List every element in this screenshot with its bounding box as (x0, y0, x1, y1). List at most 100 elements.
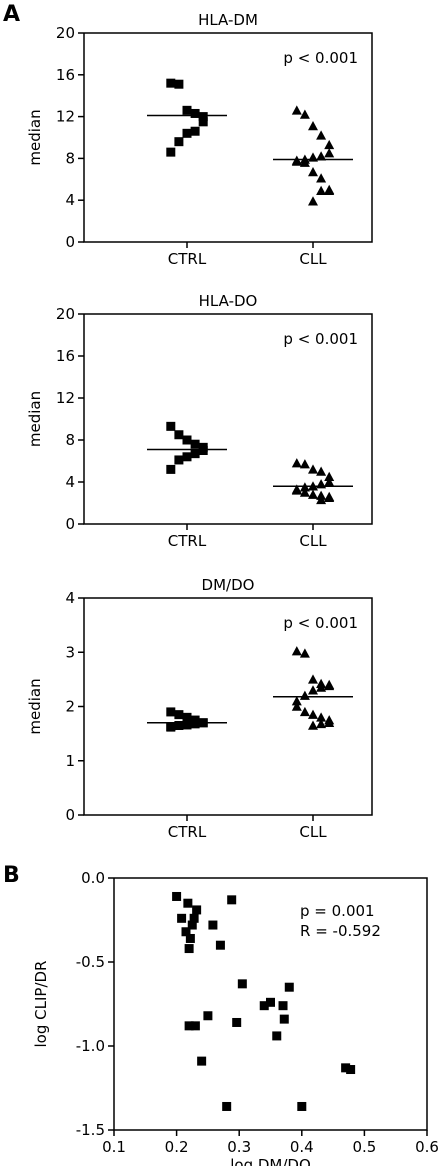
triangle-point (299, 157, 310, 167)
triangle-point (299, 648, 310, 658)
x-tick-label: 0.4 (290, 1138, 314, 1156)
triangle-point (299, 706, 310, 717)
square-point (174, 710, 184, 720)
x-tick-label: CTRL (168, 823, 207, 841)
y-tick-label: 3 (65, 643, 75, 661)
triangle-point (308, 720, 318, 730)
triangle-point (299, 109, 310, 119)
plot-frame (83, 597, 373, 816)
y-tick-label: 0 (65, 515, 75, 533)
y-tick-label: 2 (65, 698, 75, 716)
x-tick-label: CLL (299, 532, 327, 550)
triangle-point (308, 685, 318, 695)
scatter-point (172, 891, 182, 901)
y-tick-label: 4 (65, 191, 75, 209)
triangle-point (291, 156, 302, 166)
p-value-annotation: p = 0.001 (300, 902, 375, 920)
square-point (166, 421, 176, 431)
triangle-point (291, 701, 302, 711)
scatter-point (227, 895, 237, 905)
square-point (166, 147, 176, 157)
scatter-point (184, 944, 194, 954)
y-tick-label: 0 (65, 233, 75, 251)
x-tick-label: CTRL (168, 250, 207, 268)
triangle-point (324, 492, 335, 502)
x-tick-label: 0.2 (165, 1138, 189, 1156)
x-tick-label: 0.5 (352, 1138, 376, 1156)
triangle-point (299, 459, 310, 469)
chart-title: DM/DO (202, 576, 255, 594)
square-point (190, 108, 200, 118)
square-point (166, 464, 176, 474)
square-point (174, 137, 184, 147)
scatter-point (177, 913, 187, 923)
y-tick-label: -1.0 (76, 1037, 105, 1055)
scatter-point (203, 1011, 213, 1021)
triangle-point (299, 690, 310, 700)
scatter-point (278, 1001, 288, 1011)
scatter-point (189, 913, 199, 923)
y-axis-label: median (26, 678, 44, 734)
y-tick-label: 8 (65, 149, 75, 167)
triangle-point (324, 471, 335, 481)
triangle-point (324, 680, 335, 691)
x-tick-label: 0.1 (102, 1138, 126, 1156)
triangle-point (316, 130, 327, 140)
triangle-point (291, 646, 302, 656)
chart-correlation-scatter: 0.1 0.2 0.3 0.4 0.5 0.6 -1.5 -1.0 -0.5 0.0 log DM/… (32, 869, 439, 1166)
x-tick-label: 0.6 (415, 1138, 439, 1156)
x-tick-label: CLL (299, 823, 327, 841)
scatter-point (192, 905, 202, 915)
p-value-annotation: p < 0.001 (283, 330, 358, 348)
scatter-point (190, 1021, 200, 1031)
scatter-point (284, 982, 294, 992)
y-axis-label: log CLIP/DR (32, 961, 50, 1048)
square-point (198, 117, 208, 127)
chart-hla-do: HLA-DO median 0 4 8 12 16 20 CTRL CLL p < 0.001 (26, 292, 373, 550)
triangle-point (316, 712, 327, 722)
chart-dm-do-ratio: DM/DO median 0 1 2 3 4 CTRL CLL p < 0.001 (26, 576, 373, 841)
p-value-annotation: p < 0.001 (283, 614, 358, 632)
scatter-point (222, 1101, 232, 1111)
square-point (182, 128, 192, 138)
square-point (182, 435, 192, 445)
scatter-point (208, 920, 218, 930)
scatter-point (183, 898, 193, 908)
triangle-point (316, 682, 327, 692)
triangle-point (316, 151, 327, 161)
chart-hla-dm: HLA-DM median 0 4 8 12 16 20 CTRL CLL p < 0.001 (26, 11, 373, 268)
scatter-point (215, 940, 225, 950)
scatter-point (232, 1017, 242, 1027)
triangle-point (324, 139, 335, 150)
triangle-point (291, 458, 302, 468)
plot-frame (83, 313, 373, 525)
chart-title: HLA-DO (199, 292, 258, 310)
scatter-point (272, 1031, 282, 1041)
triangle-point (308, 674, 318, 684)
square-point (190, 126, 200, 136)
triangle-point (324, 148, 335, 158)
triangle-point (308, 464, 318, 474)
y-tick-label: 20 (56, 305, 75, 323)
triangle-point (316, 494, 327, 505)
triangle-point (291, 696, 302, 706)
y-tick-label: -0.5 (76, 953, 105, 971)
triangle-point (291, 485, 302, 495)
scatter-point (279, 1014, 289, 1024)
scatter-point (266, 997, 275, 1007)
x-tick-label: 0.3 (227, 1138, 251, 1156)
square-point (174, 430, 184, 440)
y-tick-label: 12 (56, 108, 75, 126)
scatter-point (297, 1101, 307, 1111)
square-point (198, 446, 208, 455)
x-axis-label: log DM/DO (230, 1156, 311, 1166)
correlation-annotation: R = -0.592 (300, 922, 381, 940)
triangle-point (324, 477, 335, 487)
panel-label-b: B (3, 863, 20, 888)
y-axis-label: median (26, 391, 44, 447)
square-point (190, 439, 200, 449)
triangle-point (308, 166, 318, 177)
square-point (182, 712, 192, 722)
square-point (182, 452, 192, 462)
